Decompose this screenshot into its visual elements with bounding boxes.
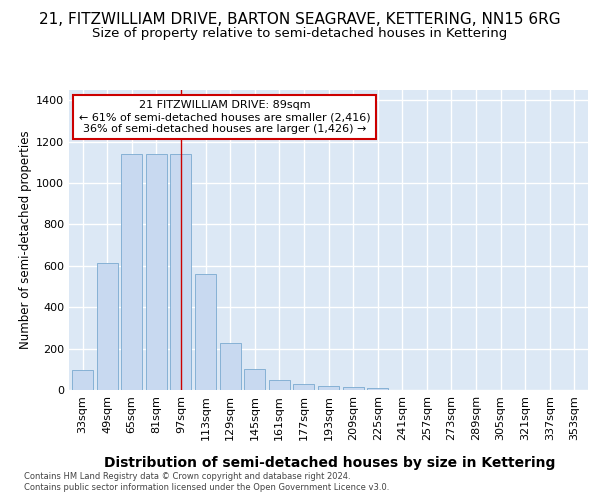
Bar	[318, 386, 339, 390]
Text: 21 FITZWILLIAM DRIVE: 89sqm
← 61% of semi-detached houses are smaller (2,416)
36: 21 FITZWILLIAM DRIVE: 89sqm ← 61% of sem…	[79, 100, 371, 134]
Bar	[367, 388, 388, 390]
Text: Contains public sector information licensed under the Open Government Licence v3: Contains public sector information licen…	[24, 484, 389, 492]
Bar	[72, 370, 93, 390]
Text: Contains HM Land Registry data © Crown copyright and database right 2024.: Contains HM Land Registry data © Crown c…	[24, 472, 350, 481]
Bar	[146, 154, 167, 390]
Text: Distribution of semi-detached houses by size in Kettering: Distribution of semi-detached houses by …	[104, 456, 556, 469]
Bar	[195, 274, 216, 390]
Bar	[244, 370, 265, 390]
Bar	[121, 154, 142, 390]
Bar	[343, 387, 364, 390]
Bar	[269, 380, 290, 390]
Bar	[220, 344, 241, 390]
Text: Size of property relative to semi-detached houses in Kettering: Size of property relative to semi-detach…	[92, 28, 508, 40]
Text: 21, FITZWILLIAM DRIVE, BARTON SEAGRAVE, KETTERING, NN15 6RG: 21, FITZWILLIAM DRIVE, BARTON SEAGRAVE, …	[39, 12, 561, 28]
Bar	[97, 263, 118, 390]
Bar	[170, 154, 191, 390]
Bar	[293, 384, 314, 390]
Y-axis label: Number of semi-detached properties: Number of semi-detached properties	[19, 130, 32, 350]
